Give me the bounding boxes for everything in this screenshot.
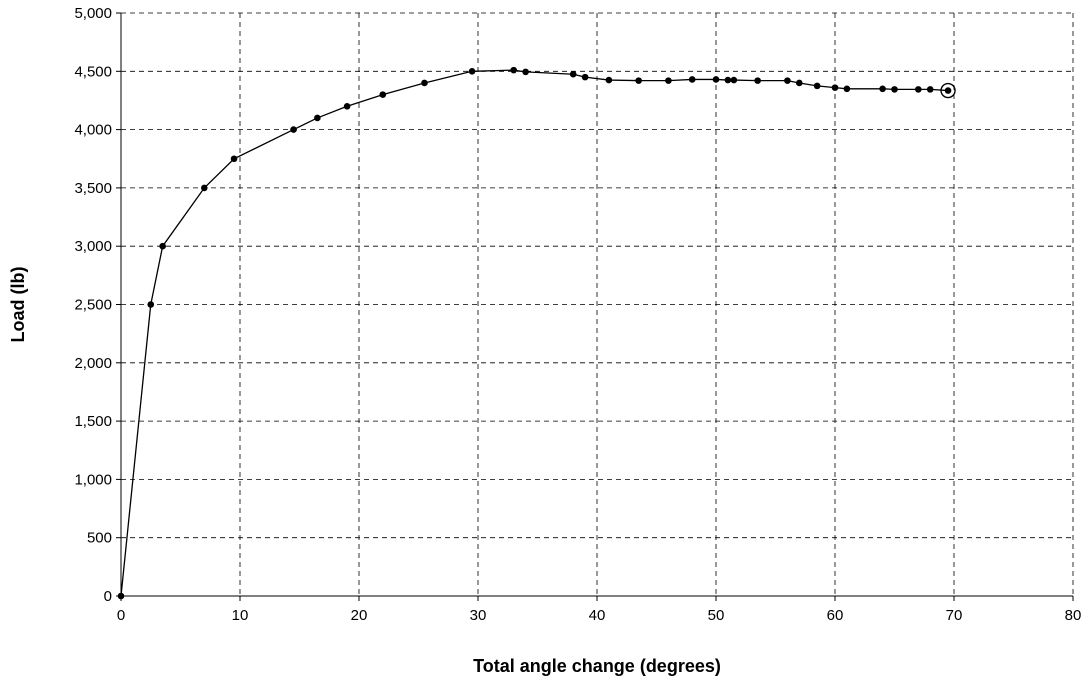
data-point [926,86,934,93]
data-point [569,70,577,78]
data-point [117,592,125,600]
y-tick-label: 3,000 [74,238,112,255]
data-point [796,79,803,87]
data-point [813,82,821,90]
data-point [879,85,886,93]
data-point [665,77,672,84]
y-tick-label: 500 [87,530,112,547]
y-tick-label: 3,500 [74,180,112,197]
y-tick-label: 2,500 [74,297,112,314]
data-point [712,76,720,83]
tick-labels: 0 10 20 30 40 50 60 70 80 0 500 1,000 1,500 2,000 2,50… [74,5,1081,624]
x-tick-label: 30 [470,607,487,624]
x-tick-label: 40 [589,607,606,624]
data-point [230,155,238,163]
data-point [201,184,208,192]
x-tick-label: 80 [1065,607,1082,624]
y-tick-label: 0 [104,588,112,605]
data-point [724,76,732,84]
x-tick-label: 50 [708,607,725,624]
data-point [843,85,851,93]
data-point [343,102,351,110]
x-tick-label: 20 [351,607,368,624]
data-point [605,76,613,84]
series [117,66,956,600]
data-point [688,76,696,83]
data-point [510,66,517,74]
y-tick-label: 4,500 [74,63,112,80]
data-point [915,86,922,93]
series-line [120,69,949,597]
data-point [159,242,166,250]
x-tick-label: 70 [946,607,963,624]
x-axis-title: Total angle change (degrees) [473,656,721,676]
data-point [522,68,529,76]
data-point [730,76,738,84]
x-tick-label: 10 [232,607,249,624]
data-point [468,68,476,75]
y-axis-title: Load (lb) [8,267,28,343]
data-point [421,79,428,87]
data-point [944,87,952,94]
x-tick-label: 0 [117,607,125,624]
y-tick-label: 5,000 [74,5,112,22]
data-point [831,84,839,91]
end-point-ring [940,82,956,99]
data-point [290,126,297,133]
y-tick-label: 1,500 [74,413,112,430]
data-point [635,77,642,84]
data-point [581,73,589,81]
grid-lines [121,12,1074,596]
axes [116,12,1074,601]
y-tick-label: 1,000 [74,471,112,488]
data-point [379,91,387,98]
data-point [891,86,898,93]
data-point [754,77,761,84]
y-tick-label: 2,000 [74,355,112,372]
data-point [784,77,791,84]
y-tick-label: 4,000 [74,122,112,139]
data-point [147,301,155,308]
data-point [314,114,321,122]
x-tick-label: 60 [827,607,844,624]
